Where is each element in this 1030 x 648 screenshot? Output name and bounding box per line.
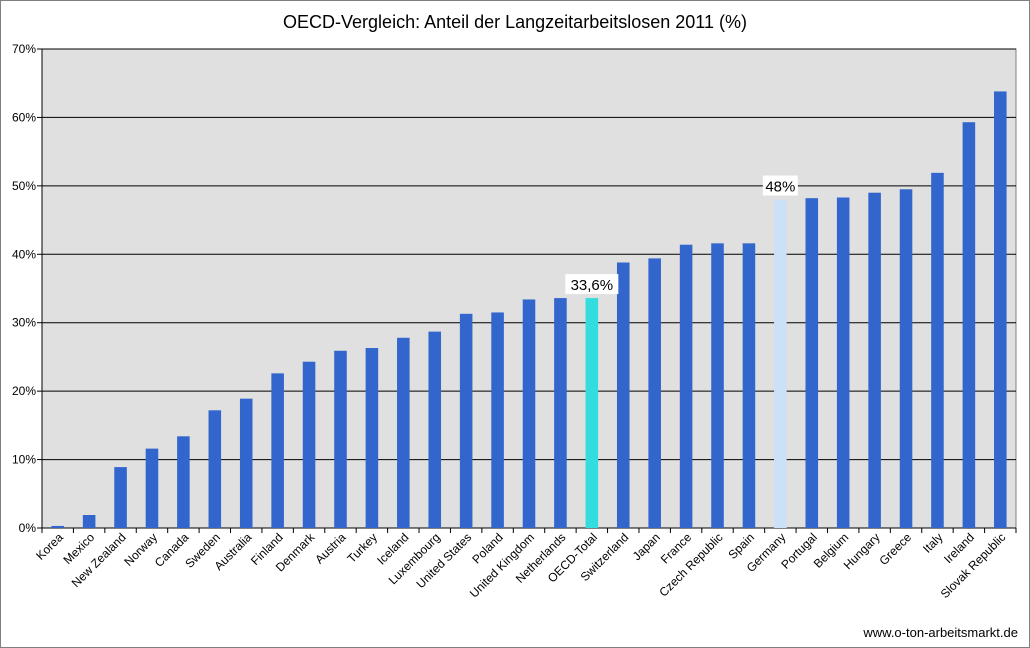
source-credit: www.o-ton-arbeitsmarkt.de (863, 625, 1018, 640)
bar-hungary (868, 192, 881, 528)
bar-united-kingdom (522, 299, 536, 528)
bar-ireland (962, 122, 976, 529)
bar-netherlands (554, 298, 567, 528)
x-tick-label-japan: Japan (630, 530, 663, 563)
x-tick-label-greece: Greece (876, 530, 914, 568)
bar-czech-republic (711, 243, 724, 528)
bar-belgium (836, 197, 850, 529)
bar-france (679, 244, 693, 528)
y-tick-label: 50% (12, 179, 36, 193)
bar-korea (51, 525, 64, 528)
bar-finland (271, 373, 284, 528)
y-tick-label: 60% (12, 110, 36, 124)
bar-japan (648, 258, 661, 528)
x-tick-label-italy: Italy (920, 530, 945, 555)
x-tick-label-austria: Austria (312, 530, 349, 567)
bar-spain (742, 243, 756, 528)
bar-sweden (208, 410, 222, 528)
bar-greece (899, 189, 913, 528)
bar-canada (177, 436, 190, 528)
bar-oecd-total (585, 298, 599, 528)
bar-portugal (805, 198, 819, 528)
bar-united-states (459, 313, 473, 528)
bar-australia (239, 398, 253, 528)
bar-switzerland (616, 262, 630, 528)
bar-turkey (365, 348, 379, 528)
y-tick-label: 40% (12, 247, 36, 261)
y-tick-label: 0% (19, 521, 37, 535)
bar-germany (774, 199, 787, 529)
bar-iceland (397, 337, 410, 528)
data-label-bg-oecd-total (565, 274, 619, 295)
bar-slovak-republic (994, 91, 1007, 528)
bar-italy (931, 172, 944, 528)
bar-mexico (82, 514, 96, 528)
data-label-bg-germany (762, 175, 798, 196)
y-tick-label: 30% (12, 316, 36, 330)
x-tick-label-turkey: Turkey (345, 530, 381, 566)
chart-title: OECD-Vergleich: Anteil der Langzeitarbei… (283, 12, 747, 32)
data-label-oecd-total: 33,6% (571, 277, 614, 294)
bar-austria (334, 350, 347, 528)
bar-poland (491, 312, 504, 528)
bar-denmark (302, 361, 316, 528)
bar-norway (145, 448, 159, 528)
y-tick-label: 10% (12, 453, 36, 467)
y-tick-label: 70% (12, 42, 36, 56)
data-label-germany: 48% (765, 179, 795, 196)
bar-new-zealand (114, 467, 127, 528)
bar-luxembourg (428, 331, 442, 528)
y-tick-label: 20% (12, 384, 36, 398)
